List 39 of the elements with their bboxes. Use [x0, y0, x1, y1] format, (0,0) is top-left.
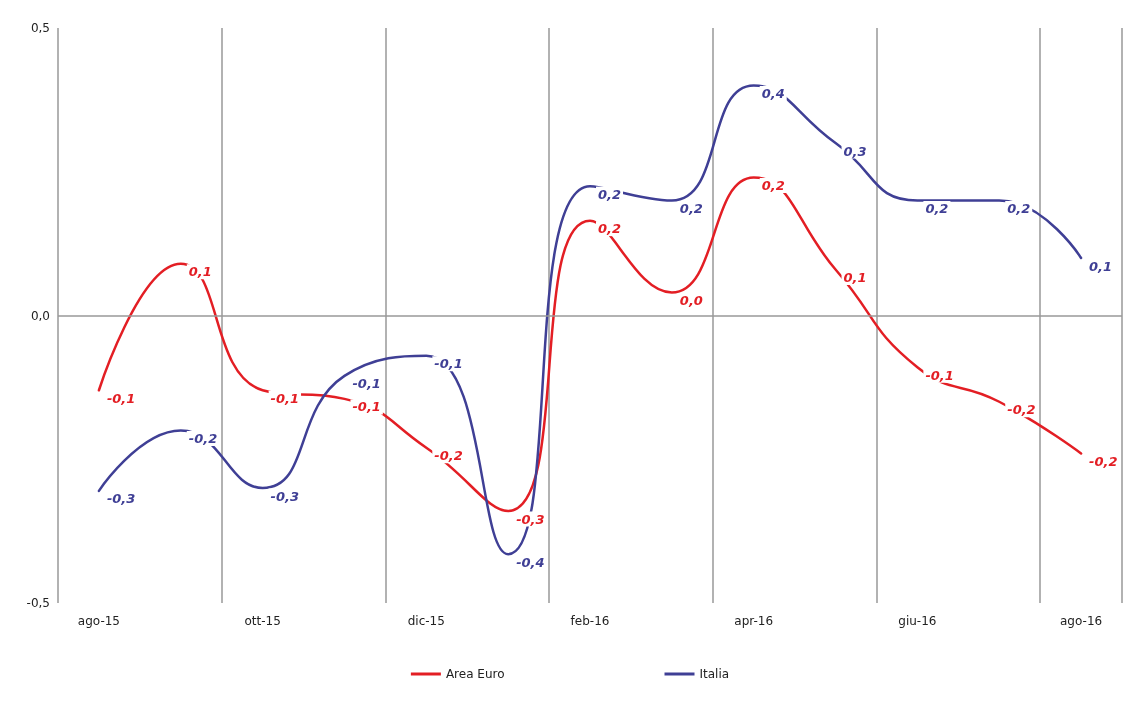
data-label: -0,1	[270, 390, 300, 406]
x-tick-label: ott-15	[244, 614, 281, 628]
x-tick-label: ago-15	[77, 614, 120, 628]
data-label: 0,2	[679, 201, 703, 216]
x-tick-label: giu-16	[898, 614, 937, 628]
data-label: -0,3	[516, 511, 545, 527]
y-tick-label: 0,5	[30, 21, 50, 35]
data-label: 0,2	[598, 186, 622, 202]
data-label: 0,2	[598, 221, 622, 237]
x-tick-label: feb-16	[570, 614, 610, 628]
data-label: 0,1	[188, 264, 212, 280]
data-label: -0,1	[925, 367, 954, 383]
data-label: 0,2	[761, 178, 785, 193]
data-label: 0,4	[761, 86, 785, 101]
data-label: 0,1	[843, 270, 867, 285]
line-series	[97, 84, 1083, 556]
data-label: 0,3	[843, 143, 867, 159]
data-label: 0,2	[925, 201, 949, 216]
data-label: -0,3	[106, 491, 136, 507]
data-label: -0,3	[270, 488, 300, 504]
data-label: -0,2	[434, 448, 463, 464]
legend-label: Area Euro	[445, 667, 505, 681]
x-tick-label: dic-15	[407, 614, 445, 628]
x-tick-label: apr-16	[734, 614, 774, 628]
data-label: 0,1	[1089, 258, 1113, 274]
y-tick-label: -0,5	[26, 596, 50, 610]
data-label: -0,2	[188, 431, 218, 446]
data-label: -0,1	[106, 390, 136, 406]
data-label: -0,1	[434, 356, 463, 372]
data-label: -0,1	[352, 376, 381, 392]
data-label: -0,2	[1007, 402, 1036, 418]
y-tick-label: 0,0	[30, 308, 50, 323]
x-tick-label: ago-16	[1060, 614, 1103, 628]
data-label: -0,1	[352, 399, 381, 415]
data-label: 0,2	[1007, 201, 1031, 216]
data-label: -0,4	[516, 554, 545, 570]
data-label: 0,0	[679, 293, 703, 308]
data-label: -0,2	[1089, 454, 1118, 469]
legend-label: Italia	[699, 667, 730, 681]
